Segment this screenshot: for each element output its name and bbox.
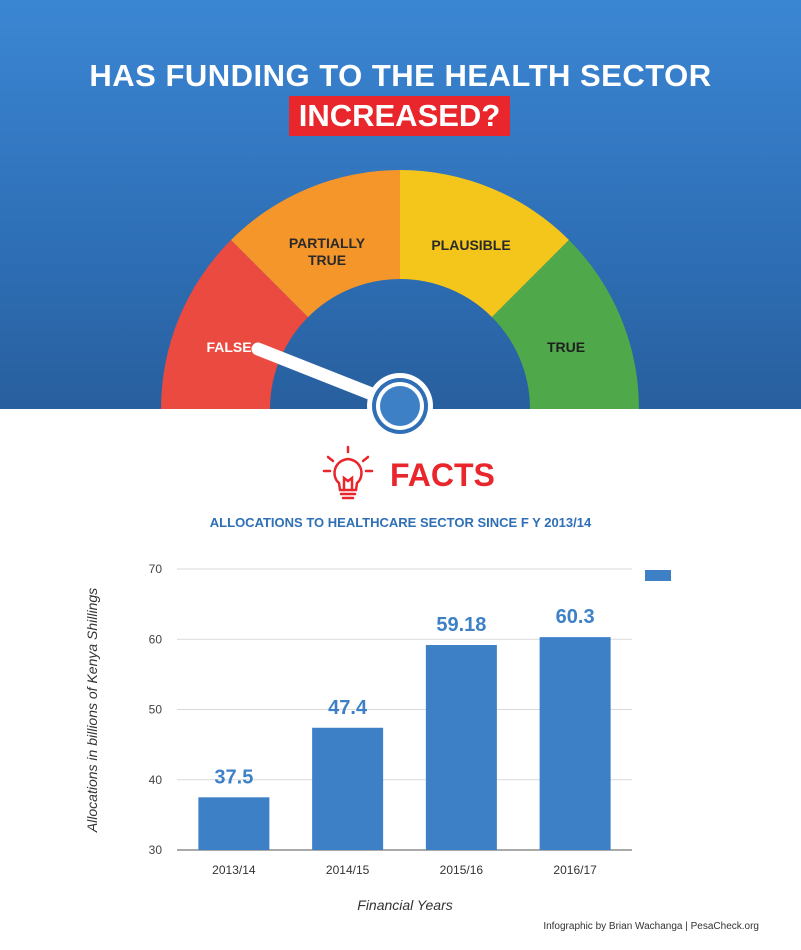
lightbulb-icon (322, 445, 374, 500)
value-label: 47.4 (328, 697, 368, 719)
x-tick-label: 2013/14 (212, 863, 256, 877)
gauge-label-false: FALSE (206, 339, 251, 355)
chart-title: ALLOCATIONS TO HEALTHCARE SECTOR SINCE F… (209, 515, 592, 530)
gauge-segment-false (161, 240, 309, 409)
bar-2014/15 (312, 727, 384, 850)
y-axis-label: Allocations in billions of Kenya Shillin… (84, 588, 100, 833)
gauge-label-partially: PARTIALLY (289, 235, 366, 251)
legend-swatch (645, 570, 671, 581)
value-label: 59.18 (436, 614, 486, 636)
gauge-hub-center (380, 386, 420, 426)
title-line-2: INCREASED? (289, 96, 510, 136)
value-label: 60.3 (556, 606, 595, 628)
title-line-1: HAS FUNDING TO THE HEALTH SECTOR (89, 58, 712, 93)
gauge-segment-true (491, 240, 639, 409)
y-tick-label: 50 (149, 703, 163, 717)
value-label: 37.5 (214, 766, 253, 788)
bar-2016/17 (539, 637, 611, 850)
bar-chart: 30 40 50 60 70 37.5 47.4 59.18 60.3 2013/14 2014… (84, 562, 671, 913)
x-axis-label: Financial Years (357, 897, 452, 913)
credit-line: Infographic by Brian Wachanga | PesaChec… (543, 921, 759, 932)
y-tick-label: 30 (149, 843, 163, 857)
gauge-segment-plausible (400, 170, 569, 318)
bar-2015/16 (425, 645, 497, 850)
y-tick-label: 40 (149, 773, 163, 787)
x-tick-label: 2015/16 (440, 863, 484, 877)
y-tick-label: 60 (149, 632, 163, 646)
header-banner: HAS FUNDING TO THE HEALTH SECTOR INCREAS… (0, 0, 801, 409)
gauge-label-true-part: TRUE (308, 252, 346, 268)
value-labels: 37.5 47.4 59.18 60.3 (214, 606, 594, 788)
facts-label: FACTS (390, 457, 495, 493)
gauge-label-plausible: PLAUSIBLE (431, 237, 510, 253)
x-tick-label: 2014/15 (326, 863, 370, 877)
y-tick-label: 70 (149, 562, 163, 576)
chart-bars (198, 637, 611, 850)
verdict-gauge: FALSE PARTIALLY TRUE PLAUSIBLE TRUE (161, 170, 639, 439)
gauge-segment-partially-true (231, 170, 400, 318)
facts-heading: FACTS (316, 445, 496, 505)
x-tick-labels: 2013/14 2014/15 2015/16 2016/17 (212, 863, 597, 877)
x-tick-label: 2016/17 (553, 863, 597, 877)
gauge-label-true: TRUE (547, 339, 585, 355)
bar-2013/14 (198, 797, 270, 850)
y-tick-labels: 30 40 50 60 70 (149, 562, 163, 857)
